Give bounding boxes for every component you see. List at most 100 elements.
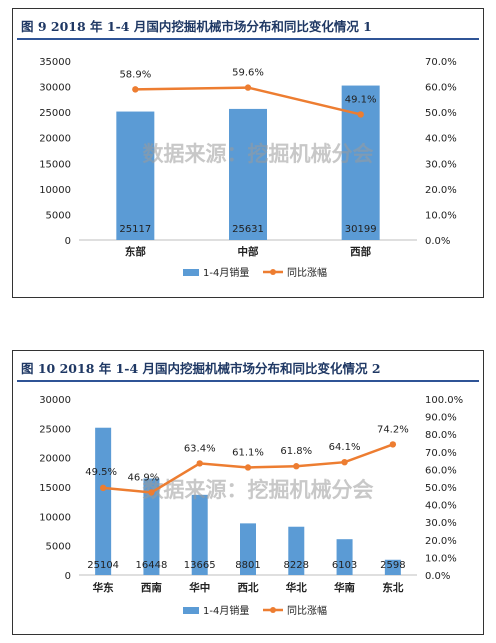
line-value-label: 49.5% [85, 467, 117, 478]
right-axis-tick-label: 60.0% [425, 83, 457, 94]
category-label: 西部 [350, 245, 371, 258]
bar [229, 108, 267, 240]
right-axis-tick-label: 100.0% [425, 395, 463, 406]
left-axis-tick-label: 15000 [39, 159, 71, 170]
line-value-label: 61.8% [280, 446, 312, 457]
left-axis-tick-label: 25000 [39, 108, 71, 119]
line-value-label: 64.1% [329, 442, 361, 453]
chart-panel-2: 图 10 2018 年 1-4 月国内挖掘机械市场分布和同比变化情况 2 0 50… [12, 350, 484, 635]
chart-panel-1: 图 9 2018 年 1-4 月国内挖掘机械市场分布和同比变化情况 1 0 500… [12, 8, 484, 298]
right-axis-tick-label: 0.0% [425, 571, 450, 582]
line-value-label: 46.9% [128, 472, 160, 483]
watermark: 数据来源：挖掘机械分会 [143, 478, 374, 502]
category-label: 东北 [382, 581, 403, 594]
left-axis-tick-label: 20000 [39, 134, 71, 145]
right-axis-tick-label: 20.0% [425, 185, 457, 196]
legend-bar-label: 1-4月销量 [203, 604, 249, 617]
left-axis-tick-label: 25000 [39, 424, 71, 435]
line-value-label: 61.1% [232, 447, 264, 458]
line-point [341, 458, 348, 466]
category-label: 华东 [93, 581, 114, 594]
line-value-label: 59.6% [232, 68, 264, 79]
right-axis-tick-label: 50.0% [425, 483, 457, 494]
bar-value-label: 16448 [136, 560, 168, 571]
chart-title: 图 10 2018 年 1-4 月国内挖掘机械市场分布和同比变化情况 2 [21, 361, 381, 376]
bar-value-label: 13665 [184, 560, 216, 571]
bar-value-label: 2598 [380, 560, 405, 571]
legend-line-label: 同比涨幅 [287, 266, 327, 279]
category-label: 华北 [286, 581, 307, 594]
bar [191, 494, 208, 575]
left-axis-tick-label: 5000 [46, 210, 71, 221]
left-axis-tick-label: 35000 [39, 57, 71, 68]
right-axis-tick-label: 80.0% [425, 430, 457, 441]
title-rule [17, 380, 479, 382]
chart-2: 0 5000 10000 15000 20000 25000 30000 0.0% 10.0% 2… [39, 395, 463, 617]
left-axis-tick-label: 0 [65, 571, 71, 582]
line-point [244, 84, 252, 91]
line-point [389, 441, 397, 448]
line-value-label: 74.2% [377, 424, 409, 435]
bar [95, 427, 112, 575]
watermark: 数据来源：挖掘机械分会 [143, 142, 374, 166]
legend-bar-swatch [183, 269, 199, 276]
line-point [148, 489, 155, 496]
bar [336, 539, 353, 575]
bar-value-label: 25117 [119, 224, 151, 235]
bar-value-label: 25631 [232, 224, 264, 235]
legend-line-marker [270, 269, 276, 275]
category-label: 华南 [334, 581, 355, 594]
line-point [196, 460, 203, 467]
line-point [132, 86, 139, 93]
left-axis-tick-label: 0 [65, 236, 71, 247]
bar-value-label: 8228 [284, 560, 309, 571]
chart-title: 图 9 2018 年 1-4 月国内挖掘机械市场分布和同比变化情况 1 [21, 19, 372, 34]
line-point [293, 463, 300, 470]
line-point [99, 484, 107, 492]
right-axis-tick-label: 50.0% [425, 108, 457, 119]
right-axis-tick-label: 30.0% [425, 159, 457, 170]
bar-value-label: 8801 [235, 560, 260, 571]
right-axis-tick-label: 20.0% [425, 536, 457, 547]
left-axis-tick-label: 30000 [39, 395, 71, 406]
legend-line-label: 同比涨幅 [287, 604, 327, 617]
legend-bar-swatch [183, 607, 199, 614]
left-axis-tick-label: 10000 [39, 185, 71, 196]
right-axis-tick-label: 30.0% [425, 518, 457, 529]
left-axis-tick-label: 10000 [39, 512, 71, 523]
category-label: 西南 [141, 581, 162, 594]
legend-line-marker [270, 607, 276, 613]
bar-value-label: 25104 [87, 560, 119, 571]
category-label: 东部 [125, 245, 146, 258]
right-axis-tick-label: 90.0% [425, 413, 457, 424]
right-axis-tick-label: 70.0% [425, 57, 457, 68]
line-point [357, 111, 364, 118]
left-axis-tick-label: 30000 [39, 83, 71, 94]
title-rule [17, 38, 479, 40]
bar-value-label: 6103 [332, 560, 357, 571]
bar-value-label: 30199 [345, 224, 377, 235]
right-axis-tick-label: 40.0% [425, 501, 457, 512]
chart-1: 0 5000 10000 15000 20000 25000 30000 35000 0.0% 1… [39, 57, 457, 279]
line-point [244, 464, 252, 471]
right-axis-tick-label: 10.0% [425, 210, 457, 221]
category-label: 华中 [189, 581, 210, 594]
right-axis-tick-label: 40.0% [425, 134, 457, 145]
right-axis-tick-label: 0.0% [425, 236, 450, 247]
category-label: 西北 [238, 581, 259, 594]
legend-bar-label: 1-4月销量 [203, 266, 249, 279]
right-axis-tick-label: 70.0% [425, 448, 457, 459]
line-value-label: 49.1% [345, 94, 377, 105]
bar [143, 478, 160, 575]
left-axis-tick-label: 5000 [46, 542, 71, 553]
bar [384, 559, 401, 575]
bar [240, 523, 256, 575]
category-label: 中部 [238, 245, 259, 258]
left-axis-tick-label: 20000 [39, 454, 71, 465]
line-value-label: 58.9% [119, 69, 151, 80]
bar [116, 111, 155, 240]
left-axis-tick-label: 15000 [39, 483, 71, 494]
bar [288, 526, 305, 575]
right-axis-tick-label: 60.0% [425, 465, 457, 476]
right-axis-tick-label: 10.0% [425, 553, 457, 564]
